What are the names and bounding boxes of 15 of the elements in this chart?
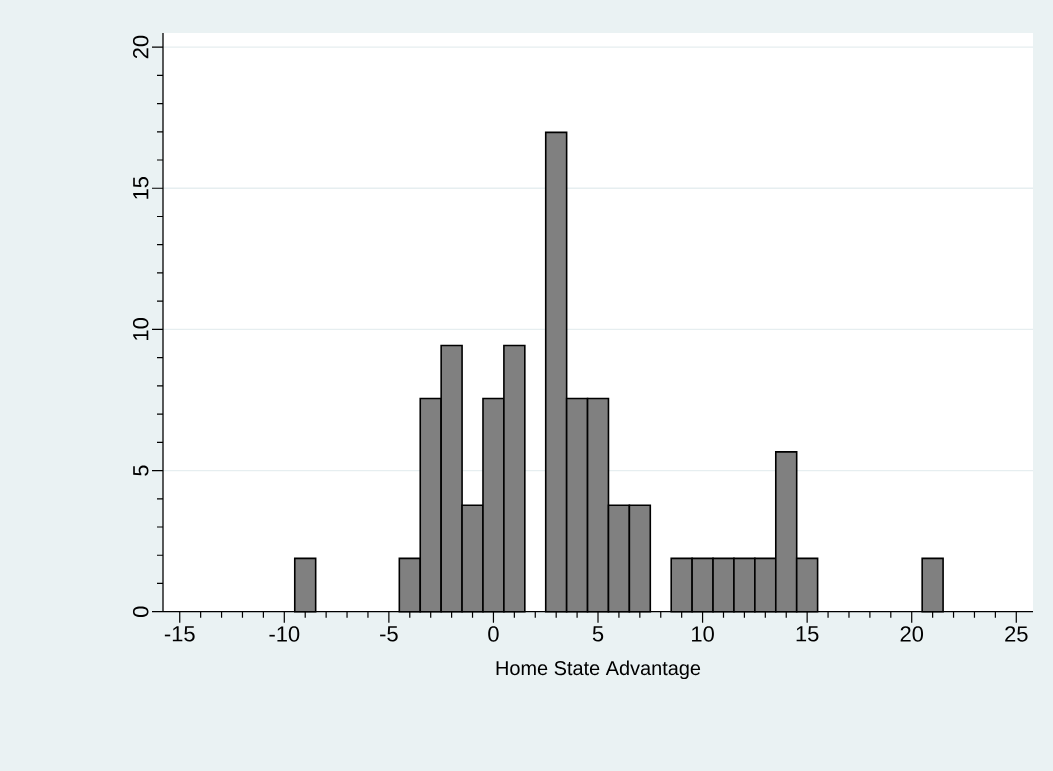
x-tick-label: 0: [488, 626, 499, 642]
x-tick-label: 15: [796, 626, 819, 642]
x-tick-label: -5: [380, 626, 398, 642]
x-axis-title: Home State Advantage: [496, 660, 701, 680]
y-tick-label: 20: [132, 35, 149, 59]
x-tick-label: 20: [900, 626, 924, 642]
y-tick-label: 10: [132, 318, 149, 340]
x-tick-label: -10: [269, 626, 300, 642]
y-tick-label: 15: [133, 176, 149, 199]
x-tick-label: -15: [164, 626, 195, 642]
x-tick-label: 10: [692, 626, 714, 642]
y-tick-label: 5: [133, 465, 149, 476]
y-tick-label: 0: [132, 606, 149, 617]
x-tick-label: 5: [592, 626, 604, 642]
x-tick-label: 25: [1005, 626, 1028, 642]
